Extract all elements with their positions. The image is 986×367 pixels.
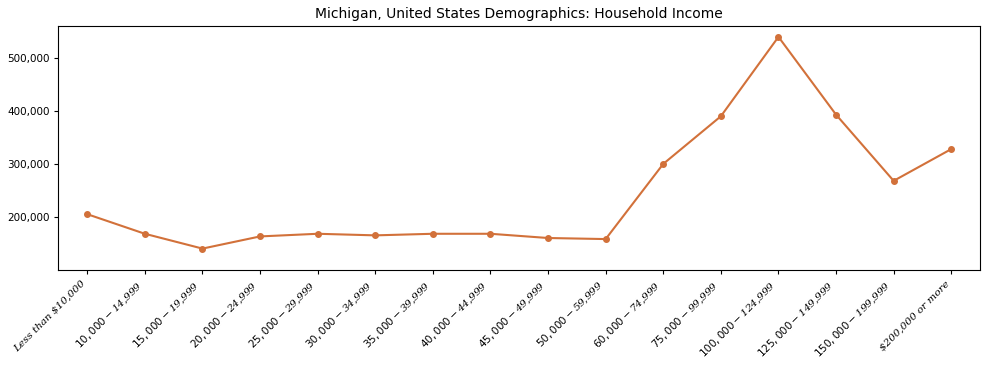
Title: Michigan, United States Demographics: Household Income: Michigan, United States Demographics: Ho… [316,7,723,21]
